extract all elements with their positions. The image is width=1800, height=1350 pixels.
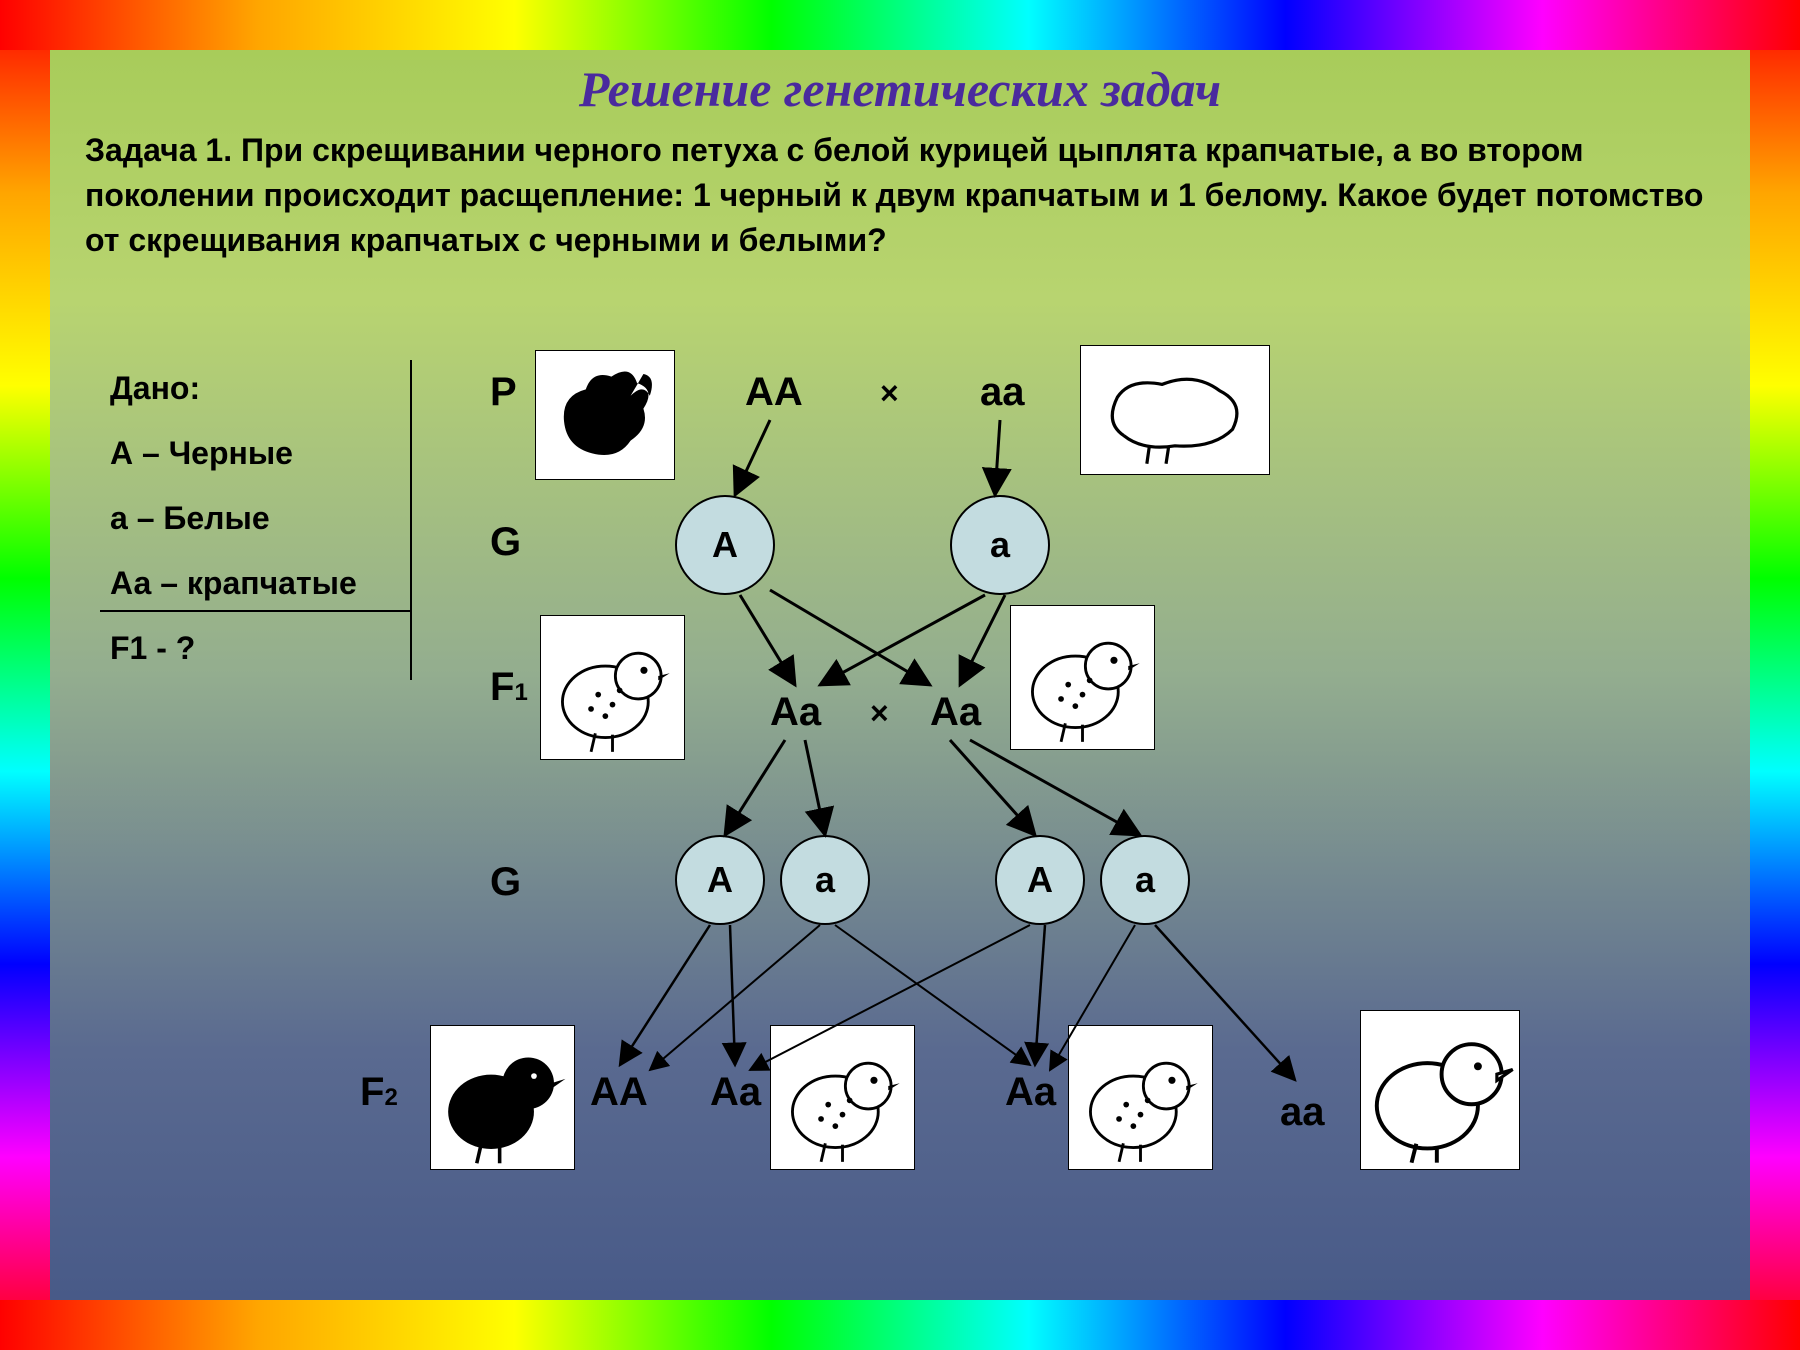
cross-P: × (880, 375, 899, 412)
geno-F2-Aa2: Aa (1005, 1070, 1056, 1115)
given-underline (100, 610, 410, 612)
diagram-stage: Дано: А – Черные а – Белые Аа – крапчаты… (50, 50, 1750, 1300)
chick-speckled-2 (1010, 605, 1155, 750)
chick-black (430, 1025, 575, 1170)
row-P: P (490, 370, 517, 415)
geno-F1-Aa2: Aa (930, 690, 981, 735)
hen-white-image (1080, 345, 1270, 475)
row-F2: F2 (360, 1070, 398, 1115)
gamete-a1: a (780, 835, 870, 925)
chick-speckled-4 (1068, 1025, 1213, 1170)
chick-speckled-3 (770, 1025, 915, 1170)
chick-speckled-1 (540, 615, 685, 760)
given-find: F1 - ? (110, 630, 195, 667)
given-line1: А – Черные (110, 435, 293, 472)
geno-P-aa: aa (980, 370, 1025, 415)
gamete-A2: A (995, 835, 1085, 925)
gamete-A1: A (675, 835, 765, 925)
given-line2: а – Белые (110, 500, 270, 537)
row-G: G (490, 520, 521, 565)
slide-content: Решение генетических задач Задача 1. При… (50, 50, 1750, 1300)
row-F1: F1 (490, 665, 528, 710)
given-line3: Аа – крапчатые (110, 565, 357, 602)
given-header: Дано: (110, 370, 200, 407)
geno-F2-Aa1: Aa (710, 1070, 761, 1115)
gamete-a: a (950, 495, 1050, 595)
gamete-A: A (675, 495, 775, 595)
chick-white (1360, 1010, 1520, 1170)
rooster-black-image (535, 350, 675, 480)
geno-F2-AA: AA (590, 1070, 648, 1115)
given-divider (410, 360, 412, 680)
row-G2: G (490, 860, 521, 905)
geno-F1-Aa1: Aa (770, 690, 821, 735)
gamete-a2: a (1100, 835, 1190, 925)
geno-F2-aa: aa (1280, 1090, 1325, 1135)
geno-P-AA: AA (745, 370, 803, 415)
cross-F1: × (870, 695, 889, 732)
